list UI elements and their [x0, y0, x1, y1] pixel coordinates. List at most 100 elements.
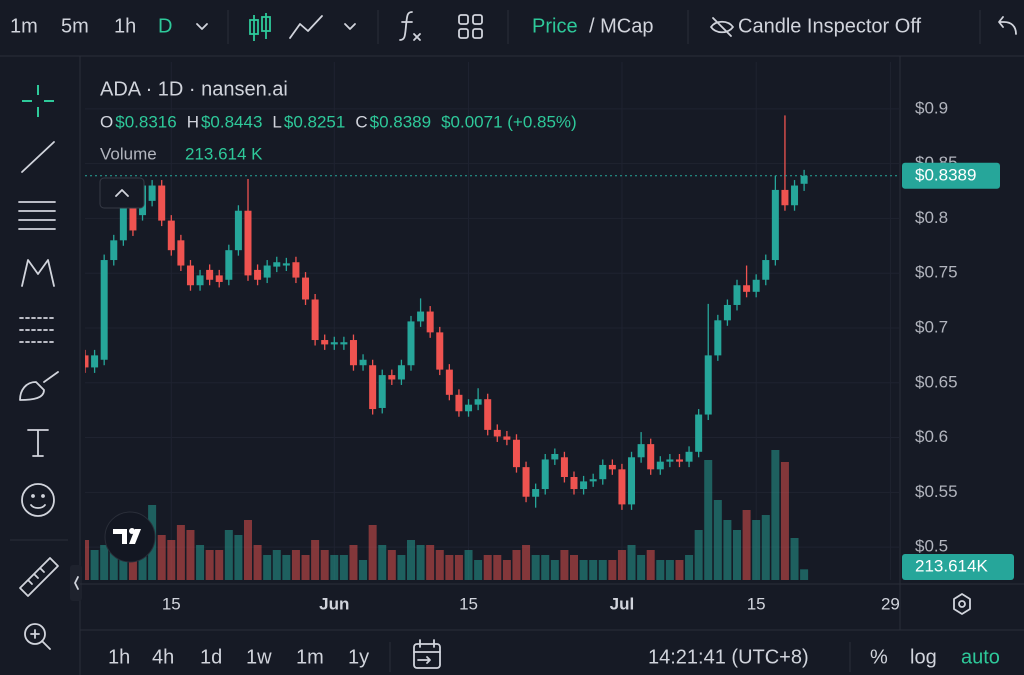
y-tick-label: $0.75	[915, 263, 958, 282]
volume-bar	[291, 550, 300, 580]
range-button[interactable]: 1m	[296, 646, 324, 668]
volume-bar	[90, 550, 99, 580]
candle-body	[436, 332, 444, 370]
volume-bar	[464, 550, 473, 580]
volume-bar	[282, 555, 291, 580]
pattern-tool[interactable]	[21, 259, 55, 287]
dropdown-icon[interactable]	[196, 23, 208, 30]
fib-tool[interactable]	[18, 201, 56, 230]
candle-body	[100, 260, 108, 360]
volume-bar	[301, 555, 310, 580]
last-volume-tag	[902, 554, 1014, 580]
volume-bar	[665, 560, 674, 580]
volume-bar	[263, 555, 272, 580]
candle-body	[541, 459, 549, 490]
volume-bar	[167, 540, 176, 580]
volume-bar	[780, 462, 789, 580]
candle-body	[186, 265, 194, 286]
indicators-icon[interactable]	[399, 11, 421, 41]
volume-bar	[656, 560, 665, 580]
candle-body	[503, 436, 511, 440]
candle-body	[85, 355, 89, 368]
volume-bar	[713, 500, 722, 580]
candle-body	[215, 275, 223, 282]
crosshair-tool[interactable]	[22, 85, 54, 117]
candle-body	[292, 262, 300, 278]
interval-button[interactable]: 5m	[61, 15, 89, 37]
candle-body	[119, 200, 127, 241]
interval-button[interactable]: D	[158, 15, 172, 37]
interval-button[interactable]: 1m	[10, 15, 38, 37]
candle-body	[570, 477, 578, 490]
candle-body	[762, 260, 770, 280]
percent-toggle[interactable]: %	[870, 646, 888, 668]
candle-body	[311, 299, 319, 341]
collapse-legend[interactable]	[99, 177, 145, 209]
range-button[interactable]: 4h	[152, 646, 174, 668]
price-toggle[interactable]: Price	[532, 15, 578, 37]
range-button[interactable]: 1w	[246, 646, 272, 668]
prediction-tool[interactable]	[19, 317, 55, 343]
volume-bar	[589, 560, 598, 580]
volume-bar	[646, 550, 655, 580]
volume-bar	[320, 550, 329, 580]
log-toggle[interactable]: log	[910, 646, 937, 668]
y-tick-label: $0.6	[915, 427, 948, 446]
candle-type-icon[interactable]	[249, 13, 271, 41]
volume-bar	[733, 530, 741, 580]
volume-bar	[800, 569, 809, 580]
candle-body	[675, 459, 683, 462]
ruler-tool[interactable]	[19, 557, 59, 597]
brush-tool[interactable]	[19, 371, 59, 401]
candle-body	[177, 240, 185, 266]
y-tick-label: $0.5	[915, 537, 948, 556]
volume-bar	[637, 555, 646, 580]
candle-inspector[interactable]: Candle Inspector Off	[738, 15, 922, 37]
line-type-icon[interactable]	[289, 15, 323, 39]
emoji-tool[interactable]	[21, 483, 55, 517]
candle-body	[234, 210, 242, 251]
candle-body	[378, 375, 386, 408]
text-tool[interactable]	[27, 429, 49, 457]
date-range-icon[interactable]	[413, 639, 441, 669]
candle-body	[589, 479, 597, 482]
auto-toggle[interactable]: auto	[961, 646, 1000, 668]
range-button[interactable]: 1h	[108, 646, 130, 668]
volume-bar	[196, 545, 205, 580]
volume-value: 213.614 K	[185, 144, 263, 163]
zoom-tool[interactable]	[24, 623, 51, 650]
volume-bar	[627, 545, 636, 580]
settings-icon[interactable]	[953, 593, 971, 615]
volume-bar	[675, 560, 684, 580]
volume-bar	[119, 545, 128, 580]
last-price-label: $0.8389	[915, 165, 976, 184]
volume-bar	[100, 545, 109, 580]
candle-body	[474, 399, 482, 405]
trendline-tool[interactable]	[21, 141, 55, 173]
candle-body	[704, 355, 712, 415]
candle-body	[263, 265, 271, 278]
interval-button[interactable]: 1h	[114, 15, 136, 37]
dropdown-icon[interactable]	[344, 23, 356, 30]
undo-icon[interactable]	[998, 16, 1017, 35]
candle-layer	[85, 115, 808, 510]
mcap-toggle[interactable]: / MCap	[589, 15, 653, 37]
range-button[interactable]: 1y	[348, 646, 369, 668]
settings-icon[interactable]	[958, 600, 966, 608]
eye-off-icon[interactable]	[710, 17, 734, 37]
volume-bar	[531, 555, 540, 580]
candle-body	[580, 481, 588, 490]
candle-body	[91, 355, 99, 368]
volume-bar	[790, 538, 799, 580]
collapse-icon[interactable]	[74, 576, 79, 590]
volume-bar	[723, 520, 732, 580]
x-tick-label: 29	[881, 594, 900, 613]
collapse-legend-icon[interactable]	[115, 189, 129, 197]
candle-body	[608, 464, 616, 470]
volume-bar	[454, 555, 463, 580]
volume-bar	[244, 520, 252, 580]
layout-icon[interactable]	[458, 14, 483, 39]
x-tick-label: 15	[459, 594, 478, 613]
range-button[interactable]: 1d	[200, 646, 222, 668]
